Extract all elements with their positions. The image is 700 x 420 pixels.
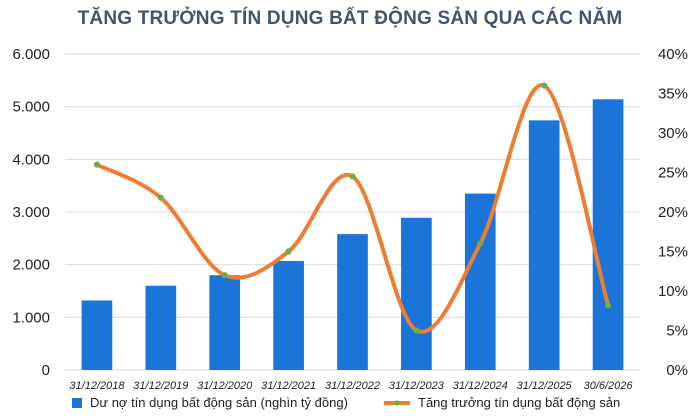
line-point: [157, 194, 164, 201]
x-tick-label: 31/12/2021: [261, 380, 316, 392]
y-left-tick-label: 5.000: [12, 99, 50, 116]
y-left-tick-label: 1.000: [12, 309, 50, 326]
x-tick-label: 31/12/2019: [133, 380, 188, 392]
legend-line-label: Tăng trưởng tín dụng bất động sản: [418, 395, 620, 410]
line-point: [221, 272, 228, 279]
bar: [592, 99, 624, 370]
x-tick-label: 31/12/2020: [197, 380, 253, 392]
legend-bar-label: Dư nợ tín dụng bất động sản (nghìn tỷ đồ…: [90, 395, 348, 410]
y-right-tick-label: 0%: [666, 362, 688, 379]
chart-title: TĂNG TRƯỞNG TÍN DỤNG BẤT ĐỘNG SẢN QUA CÁ…: [77, 8, 623, 29]
line-point: [93, 161, 101, 168]
x-tick-label: 31/12/2022: [325, 380, 380, 392]
bar: [209, 275, 241, 370]
bar: [401, 217, 432, 370]
bar: [528, 120, 560, 370]
line-point: [604, 302, 612, 309]
line-point: [349, 173, 356, 180]
y-left-tick-label: 4.000: [12, 151, 50, 168]
bar: [337, 234, 368, 370]
line-point: [477, 240, 484, 247]
x-tick-label: 30/6/2026: [584, 380, 634, 392]
y-left-tick-label: 3.000: [12, 204, 50, 221]
y-right-tick-label: 35%: [658, 86, 688, 103]
x-tick-label: 31/12/2018: [69, 380, 125, 392]
y-left-tick-label: 2.000: [12, 257, 50, 274]
y-right-tick-label: 30%: [658, 125, 688, 142]
y-left-tick-label: 0: [42, 362, 50, 379]
x-tick-label: 31/12/2025: [517, 380, 573, 392]
x-tick-label: 31/12/2024: [453, 380, 508, 392]
y-right-tick-label: 5%: [666, 323, 688, 340]
y-right-tick-label: 15%: [658, 244, 688, 261]
x-tick-label: 31/12/2023: [389, 380, 445, 392]
legend-line-marker: [394, 400, 400, 406]
y-left-tick-label: 6.000: [12, 46, 50, 63]
line-point: [285, 248, 292, 255]
legend-bar-swatch: [72, 398, 82, 408]
y-right-tick-label: 10%: [658, 283, 688, 300]
bar: [145, 285, 177, 370]
bar: [273, 260, 304, 370]
line-point: [413, 327, 420, 334]
bar: [81, 300, 113, 370]
y-right-tick-label: 40%: [658, 46, 688, 63]
line-point: [541, 82, 548, 89]
y-right-tick-label: 25%: [658, 165, 688, 182]
y-right-tick-label: 20%: [658, 204, 688, 221]
